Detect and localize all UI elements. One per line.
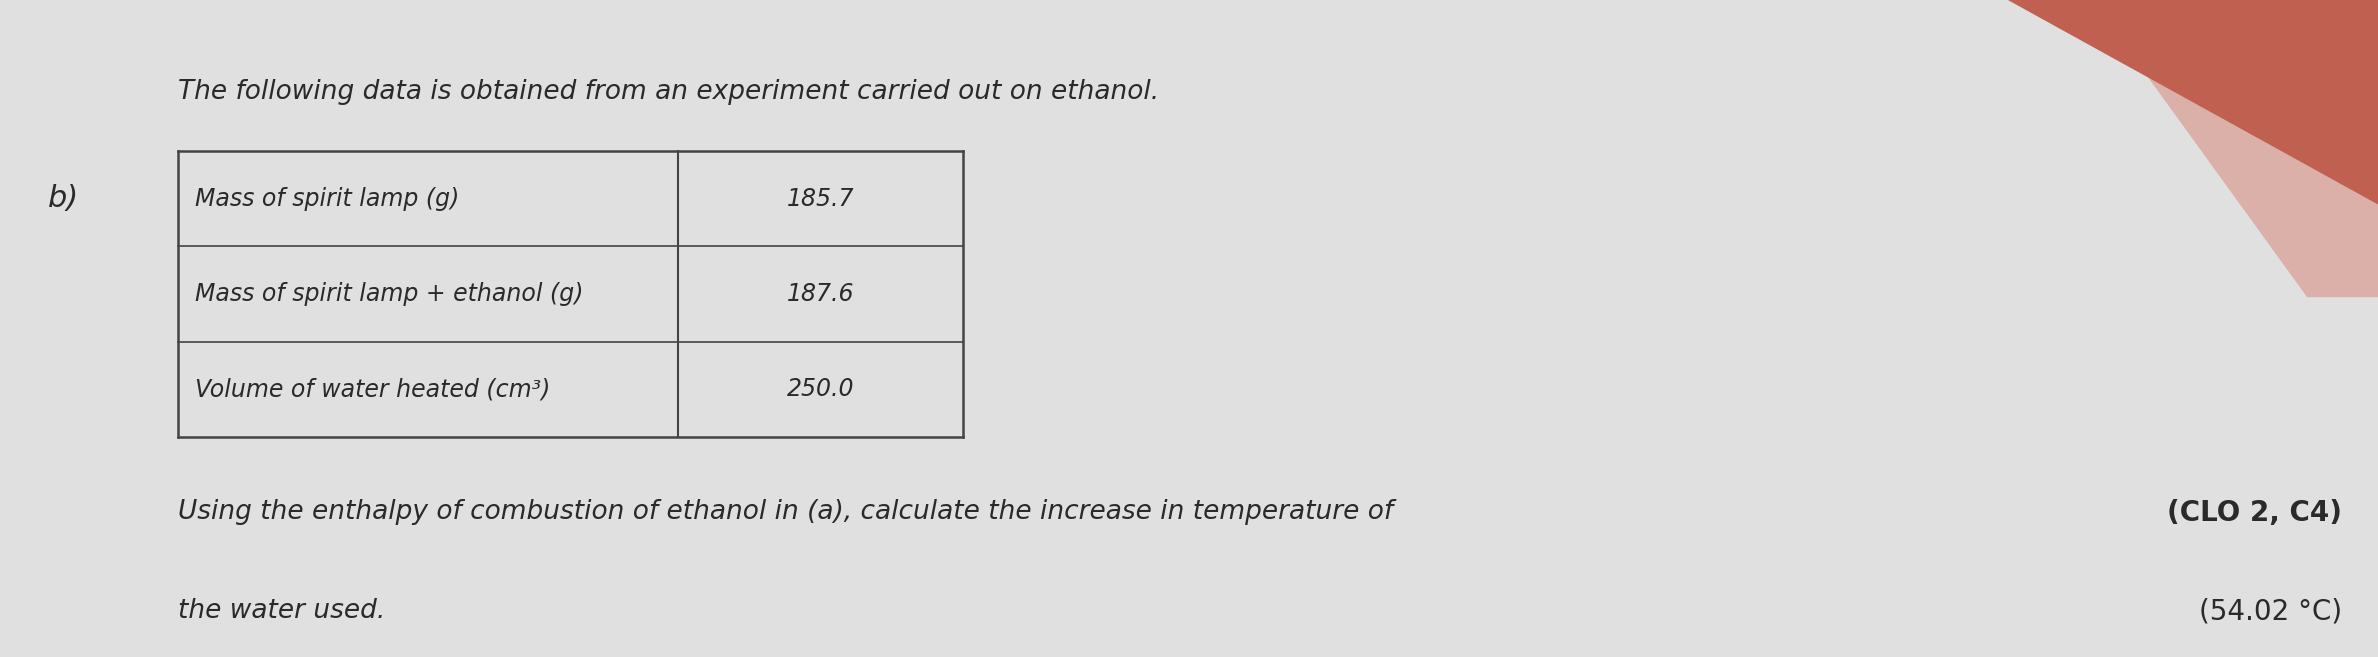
- Text: b): b): [48, 184, 78, 213]
- Text: 187.6: 187.6: [787, 282, 854, 306]
- Polygon shape: [1950, 0, 2378, 230]
- Text: The following data is obtained from an experiment carried out on ethanol.: The following data is obtained from an e…: [178, 79, 1160, 105]
- Text: 250.0: 250.0: [787, 377, 854, 401]
- Text: Volume of water heated (cm³): Volume of water heated (cm³): [195, 377, 549, 401]
- Text: the water used.: the water used.: [178, 598, 385, 624]
- Text: Mass of spirit lamp + ethanol (g): Mass of spirit lamp + ethanol (g): [195, 282, 583, 306]
- Polygon shape: [2069, 0, 2378, 296]
- Text: Mass of spirit lamp (g): Mass of spirit lamp (g): [195, 187, 459, 211]
- Text: Using the enthalpy of combustion of ethanol in (a), calculate the increase in te: Using the enthalpy of combustion of etha…: [178, 499, 1394, 526]
- Text: (CLO 2, C4): (CLO 2, C4): [2166, 499, 2342, 528]
- Text: 185.7: 185.7: [787, 187, 854, 211]
- Text: (54.02 °C): (54.02 °C): [2200, 598, 2342, 626]
